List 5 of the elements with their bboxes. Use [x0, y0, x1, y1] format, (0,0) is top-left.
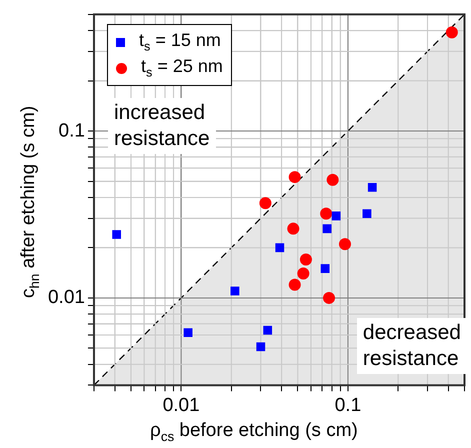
legend-label: t$_{s}$ = 15 nm [139, 30, 221, 54]
x-axis-title: ρ$_{cs}$ before etching (s cm) [150, 420, 358, 444]
annotation: increased resistance [108, 98, 216, 154]
legend-label: t$_{s}$ = 25 nm [141, 56, 223, 80]
annotation: decreased resistance [356, 318, 467, 374]
